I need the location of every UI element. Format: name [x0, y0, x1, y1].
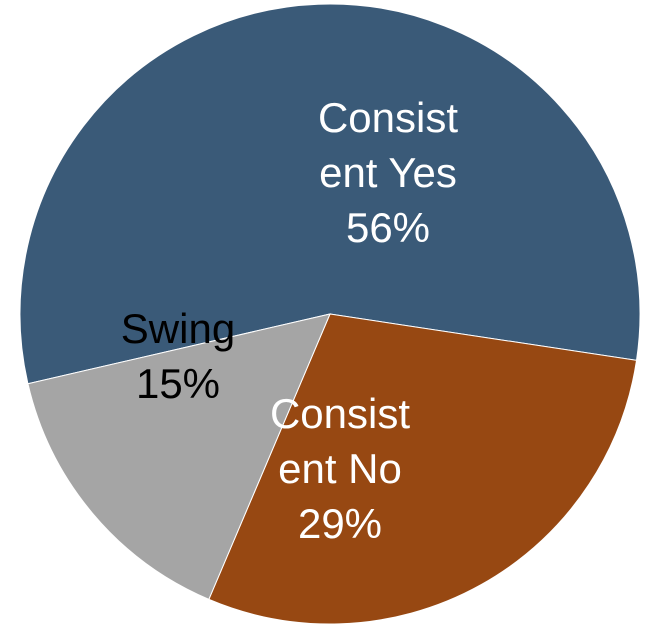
pie-labels: Consist ent Yes 56% Consist ent No 29% Swing 15… — [121, 94, 459, 547]
slice-label-line-2-0: Swing — [121, 305, 235, 352]
slice-percent-2: 15% — [136, 360, 220, 407]
slice-label-1: Consist ent No 29% — [270, 390, 410, 547]
slice-label-0: Consist ent Yes 56% — [318, 94, 458, 251]
slice-label-line-1-0: Consist — [270, 390, 410, 437]
slice-percent-0: 56% — [346, 204, 430, 251]
slice-percent-1: 29% — [298, 500, 382, 547]
pie-slice-2 — [27, 313, 331, 601]
pie-slices — [19, 3, 641, 624]
slice-label-line-1-1: ent No — [278, 445, 402, 492]
slice-label-line-0-0: Consist — [318, 94, 458, 141]
slice-label-2: Swing 15% — [121, 305, 235, 407]
pie-slice-0 — [19, 3, 641, 385]
slice-label-line-0-1: ent Yes — [319, 149, 457, 196]
pie-slice-1 — [208, 313, 638, 624]
